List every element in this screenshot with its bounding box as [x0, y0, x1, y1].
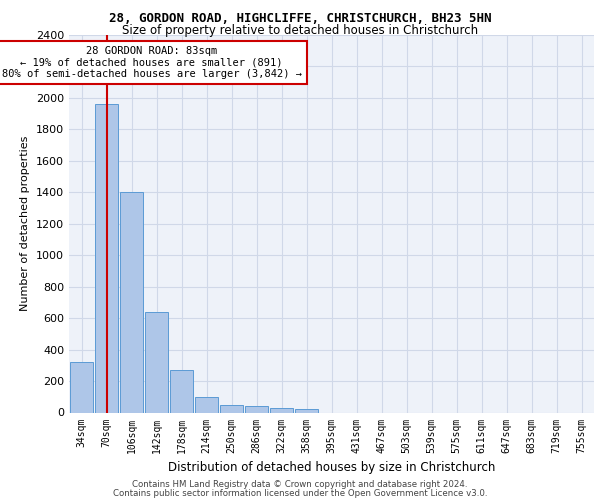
- Text: Contains public sector information licensed under the Open Government Licence v3: Contains public sector information licen…: [113, 488, 487, 498]
- Bar: [269, 408, 293, 412]
- Y-axis label: Number of detached properties: Number of detached properties: [20, 136, 31, 312]
- Bar: [220, 404, 244, 412]
- Bar: [245, 406, 268, 412]
- Bar: [95, 104, 118, 412]
- Bar: [119, 192, 143, 412]
- Text: Contains HM Land Registry data © Crown copyright and database right 2024.: Contains HM Land Registry data © Crown c…: [132, 480, 468, 489]
- Text: 28 GORDON ROAD: 83sqm
← 19% of detached houses are smaller (891)
80% of semi-det: 28 GORDON ROAD: 83sqm ← 19% of detached …: [1, 46, 302, 79]
- Text: Size of property relative to detached houses in Christchurch: Size of property relative to detached ho…: [122, 24, 478, 37]
- Bar: [145, 312, 169, 412]
- Bar: [295, 410, 319, 412]
- Bar: [194, 397, 218, 412]
- Bar: [70, 362, 94, 412]
- Bar: [170, 370, 193, 412]
- X-axis label: Distribution of detached houses by size in Christchurch: Distribution of detached houses by size …: [168, 461, 495, 474]
- Text: 28, GORDON ROAD, HIGHCLIFFE, CHRISTCHURCH, BH23 5HN: 28, GORDON ROAD, HIGHCLIFFE, CHRISTCHURC…: [109, 12, 491, 26]
